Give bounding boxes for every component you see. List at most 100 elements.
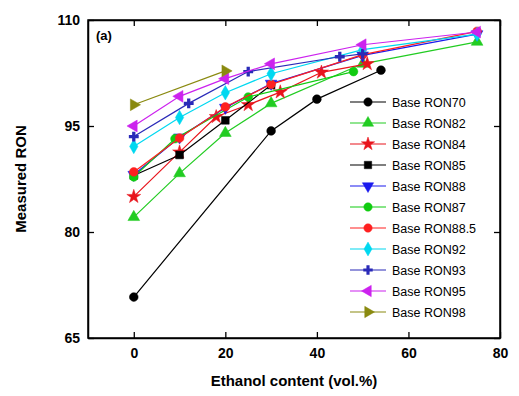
legend-marker: [363, 265, 372, 274]
tick: 0: [130, 332, 138, 361]
point: [273, 85, 287, 98]
legend-label: Base RON95: [392, 285, 466, 299]
legend-item: Base RON88: [350, 180, 466, 194]
point: [129, 132, 139, 142]
tick: [408, 20, 409, 26]
tick-mark: [408, 20, 409, 26]
x-axis: 0 20 40 60 80: [89, 332, 509, 361]
tick-label: 80: [64, 224, 80, 240]
tick: [134, 20, 135, 26]
legend-item: Base RON84: [350, 137, 466, 152]
point: [265, 80, 277, 90]
plot: 020406080658095110(a)Base RON70Base RON8…: [57, 12, 508, 361]
series-line: [134, 34, 477, 146]
tick: 40: [310, 332, 326, 361]
tick-mark: [408, 332, 409, 338]
legend-label: Base RON88.5: [392, 222, 476, 236]
tick: 95: [64, 118, 94, 134]
legend-marker: [361, 137, 374, 150]
point: [184, 98, 194, 108]
tick-mark: [134, 20, 135, 26]
tick-label: 40: [310, 345, 326, 361]
legend-label: Base RON98: [392, 306, 466, 320]
tick-mark: [88, 232, 94, 233]
tick-mark: [494, 232, 500, 233]
point: [377, 66, 386, 75]
frame: [88, 20, 500, 338]
point: [128, 210, 140, 220]
tick: 80: [64, 224, 94, 240]
series-line: [134, 34, 477, 175]
point: [175, 110, 183, 124]
series-line: [134, 32, 477, 126]
legend-label: Base RON84: [392, 138, 466, 152]
point: [349, 67, 358, 76]
tick-mark: [225, 332, 226, 338]
tick-mark: [317, 332, 318, 338]
x-axis-label: Ethanol content (vol.%): [211, 372, 378, 389]
series-line: [134, 31, 477, 172]
point: [264, 58, 274, 70]
legend-marker: [364, 161, 371, 168]
legend-item: Base RON88.5: [350, 222, 476, 236]
tick: [494, 232, 500, 233]
tick-label: 60: [401, 345, 417, 361]
series-line: [134, 85, 271, 175]
point: [174, 167, 186, 177]
point: [313, 95, 322, 104]
tick: [494, 126, 500, 127]
tick-label: 0: [130, 345, 138, 361]
legend-item: Base RON87: [350, 201, 466, 215]
point: [127, 120, 137, 132]
series-line: [134, 42, 477, 217]
legend-item: Base RON82: [350, 116, 466, 130]
point: [219, 126, 231, 136]
series-line: [134, 70, 381, 297]
legend-label: Base RON92: [392, 243, 466, 257]
chart: 020406080658095110(a)Base RON70Base RON8…: [0, 0, 519, 396]
tick: 20: [218, 332, 234, 361]
legend-item: Base RON95: [350, 285, 466, 299]
tick-label: 65: [64, 330, 80, 346]
tick-label: 80: [493, 345, 509, 361]
point: [470, 26, 480, 38]
tick: [225, 20, 226, 26]
tick: [317, 20, 318, 26]
point: [222, 65, 232, 77]
tick-label: 95: [64, 118, 80, 134]
legend-marker: [364, 203, 372, 211]
tick-mark: [134, 332, 135, 338]
point: [265, 97, 277, 107]
legend-label: Base RON88: [392, 180, 466, 194]
data: [127, 26, 483, 301]
legend: Base RON70Base RON82Base RON84Base RON85…: [350, 96, 476, 320]
x-axis-top: [89, 20, 501, 26]
series-line: [134, 54, 363, 137]
point: [221, 116, 229, 124]
series-line: [134, 71, 226, 105]
legend-label: Base RON85: [392, 159, 466, 173]
legend-label: Base RON82: [392, 117, 466, 131]
point: [130, 99, 140, 111]
legend-marker: [364, 224, 372, 232]
legend-item: Base RON85: [350, 159, 466, 173]
legend-label: Base RON93: [392, 264, 466, 278]
legend-item: Base RON98: [350, 306, 466, 320]
legend-marker: [364, 98, 372, 106]
y-axis-label: Measured RON: [12, 125, 29, 233]
point: [221, 86, 229, 100]
point: [221, 103, 230, 112]
point: [267, 127, 276, 136]
point: [335, 52, 345, 62]
point: [356, 39, 366, 51]
series-line: [134, 72, 354, 177]
legend-marker: [364, 242, 372, 256]
tick-mark: [317, 20, 318, 26]
tick-mark: [494, 126, 500, 127]
point: [127, 189, 141, 202]
title: (a): [96, 28, 112, 43]
tick-mark: [225, 20, 226, 26]
legend-marker: [361, 285, 371, 296]
legend-marker: [362, 116, 373, 126]
tick: 60: [401, 332, 417, 361]
